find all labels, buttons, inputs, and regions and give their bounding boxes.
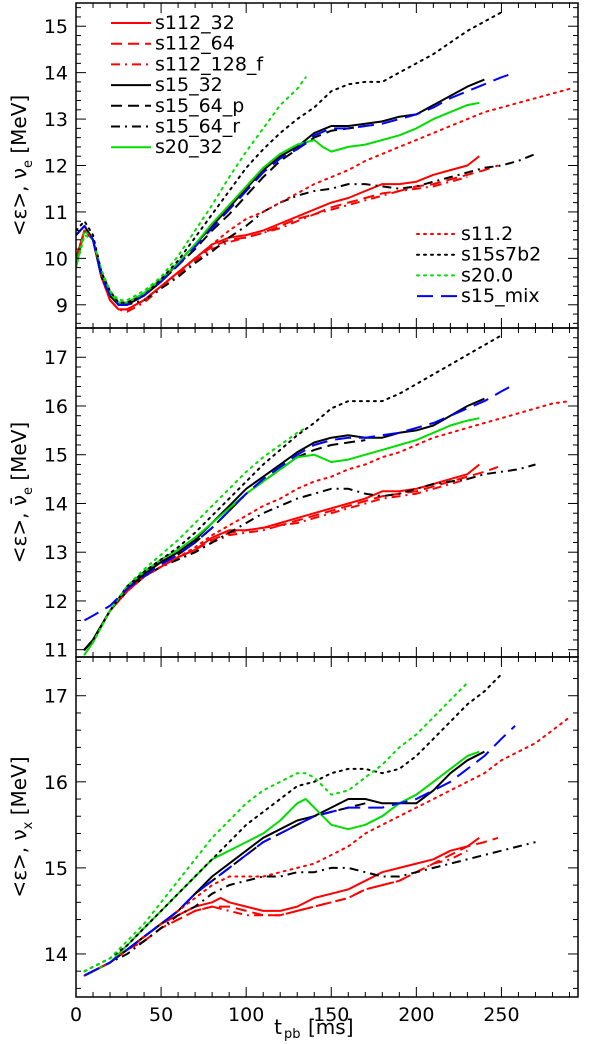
y-tick-label: 15 bbox=[44, 16, 68, 38]
series-line-s20.0 bbox=[83, 426, 307, 656]
panel-nu-e-bar: 11 12 13 14 15 16 17 <ε>, ν̄e [MeV] bbox=[7, 327, 579, 662]
y-tick-label: 11 bbox=[44, 640, 68, 662]
x-axis-title: t pb [ms] bbox=[274, 1015, 353, 1042]
series-group bbox=[76, 11, 571, 313]
series-line-s15s7b2 bbox=[83, 673, 503, 973]
y-tick-label: 12 bbox=[44, 156, 68, 178]
series-line-s20.0 bbox=[76, 76, 307, 302]
y-tick-label: 17 bbox=[44, 686, 68, 708]
series-group bbox=[83, 334, 571, 656]
legend-label-s15_64_p: s15_64_p bbox=[155, 95, 244, 117]
y-tick-label: 14 bbox=[44, 493, 68, 515]
series-line-s11.2 bbox=[83, 400, 571, 651]
series-group bbox=[83, 673, 571, 977]
legend-label-s15_mix: s15_mix bbox=[461, 285, 540, 307]
x-axis-unit: [ms] bbox=[308, 1015, 354, 1039]
series-line-s15_mix bbox=[76, 71, 516, 306]
legend-label-s15s7b2: s15s7b2 bbox=[461, 244, 541, 266]
x-tick-label: 50 bbox=[149, 1004, 173, 1026]
x-tick-label: 200 bbox=[398, 1004, 434, 1026]
series-line-s112_64 bbox=[83, 465, 499, 651]
legend-label-s20.0: s20.0 bbox=[461, 264, 513, 286]
legend-label-s20_32: s20_32 bbox=[155, 136, 223, 158]
series-line-s112_128_f bbox=[83, 478, 468, 651]
series-line-s20_32 bbox=[76, 101, 480, 304]
series-line-s15_64_r bbox=[83, 463, 536, 651]
legend-label-s15_32: s15_32 bbox=[155, 74, 223, 96]
y-tick-label: 12 bbox=[44, 591, 68, 613]
y-tick-label: 16 bbox=[44, 772, 68, 794]
x-tick-label: 0 bbox=[70, 1004, 82, 1026]
x-tick-label: 250 bbox=[483, 1004, 519, 1026]
series-line-s15_mix bbox=[84, 725, 516, 977]
series-line-s15_mix bbox=[84, 383, 516, 622]
y-tick-label: 15 bbox=[44, 445, 68, 467]
panel-nu-x: 14 15 16 17 0 50 100 150 200 250 <ε>, νx [MeV] bbox=[7, 656, 579, 1026]
series-line-s15s7b2 bbox=[76, 11, 503, 304]
legend-label-s11.2: s11.2 bbox=[461, 223, 513, 245]
panel-nu-e: 9 10 11 12 13 14 15 <ε>, νe [MeV] bbox=[7, 2, 579, 329]
plot-frame bbox=[75, 656, 579, 998]
legend-label-s15_64_r: s15_64_r bbox=[155, 116, 240, 138]
y-tick-label: 15 bbox=[44, 858, 68, 880]
x-axis-label-subscript: pb bbox=[284, 1027, 301, 1042]
series-line-s112_128_f bbox=[84, 849, 468, 977]
plot-frame bbox=[75, 327, 579, 658]
x-axis-label: t bbox=[274, 1015, 282, 1039]
series-line-s20.0 bbox=[83, 681, 469, 973]
series-line-s112_32 bbox=[84, 836, 480, 977]
y-tick-label: 13 bbox=[44, 109, 68, 131]
y-axis-label: <ε>, νx [MeV] bbox=[7, 756, 36, 897]
x-tick-label: 150 bbox=[313, 1004, 349, 1026]
series-line-s112_32 bbox=[76, 155, 480, 311]
legend-label-s112_32: s112_32 bbox=[155, 12, 235, 34]
legend-models: s112_32s112_64s112_128_fs15_32s15_64_ps1… bbox=[111, 12, 264, 158]
y-tick-label: 17 bbox=[44, 347, 68, 369]
y-tick-label: 14 bbox=[44, 944, 68, 966]
y-tick-label: 9 bbox=[56, 295, 68, 317]
series-line-s11.2 bbox=[76, 87, 571, 311]
x-tick-label: 100 bbox=[228, 1004, 264, 1026]
y-tick-label: 16 bbox=[44, 396, 68, 418]
y-tick-label: 14 bbox=[44, 63, 68, 85]
y-tick-label: 13 bbox=[44, 542, 68, 564]
legend-label-s112_64: s112_64 bbox=[155, 33, 235, 55]
y-tick-label: 10 bbox=[44, 248, 68, 270]
series-line-s15_64_r bbox=[84, 841, 536, 977]
series-line-s15_32 bbox=[83, 397, 485, 651]
series-line-s20_32 bbox=[83, 417, 480, 656]
series-line-s15_32 bbox=[76, 78, 485, 306]
series-line-s11.2 bbox=[83, 716, 571, 977]
legend-label-s112_128_f: s112_128_f bbox=[155, 53, 264, 75]
y-tick-label: 11 bbox=[44, 202, 68, 224]
y-axis-label: <ε>, νe [MeV] bbox=[7, 95, 36, 236]
series-line-s15_64_p bbox=[83, 439, 366, 651]
series-line-s112_128_f bbox=[76, 176, 468, 313]
series-line-s15s7b2 bbox=[83, 334, 503, 651]
y-axis-label: <ε>, ν̄e [MeV] bbox=[7, 422, 36, 563]
series-line-s112_64 bbox=[76, 164, 499, 311]
